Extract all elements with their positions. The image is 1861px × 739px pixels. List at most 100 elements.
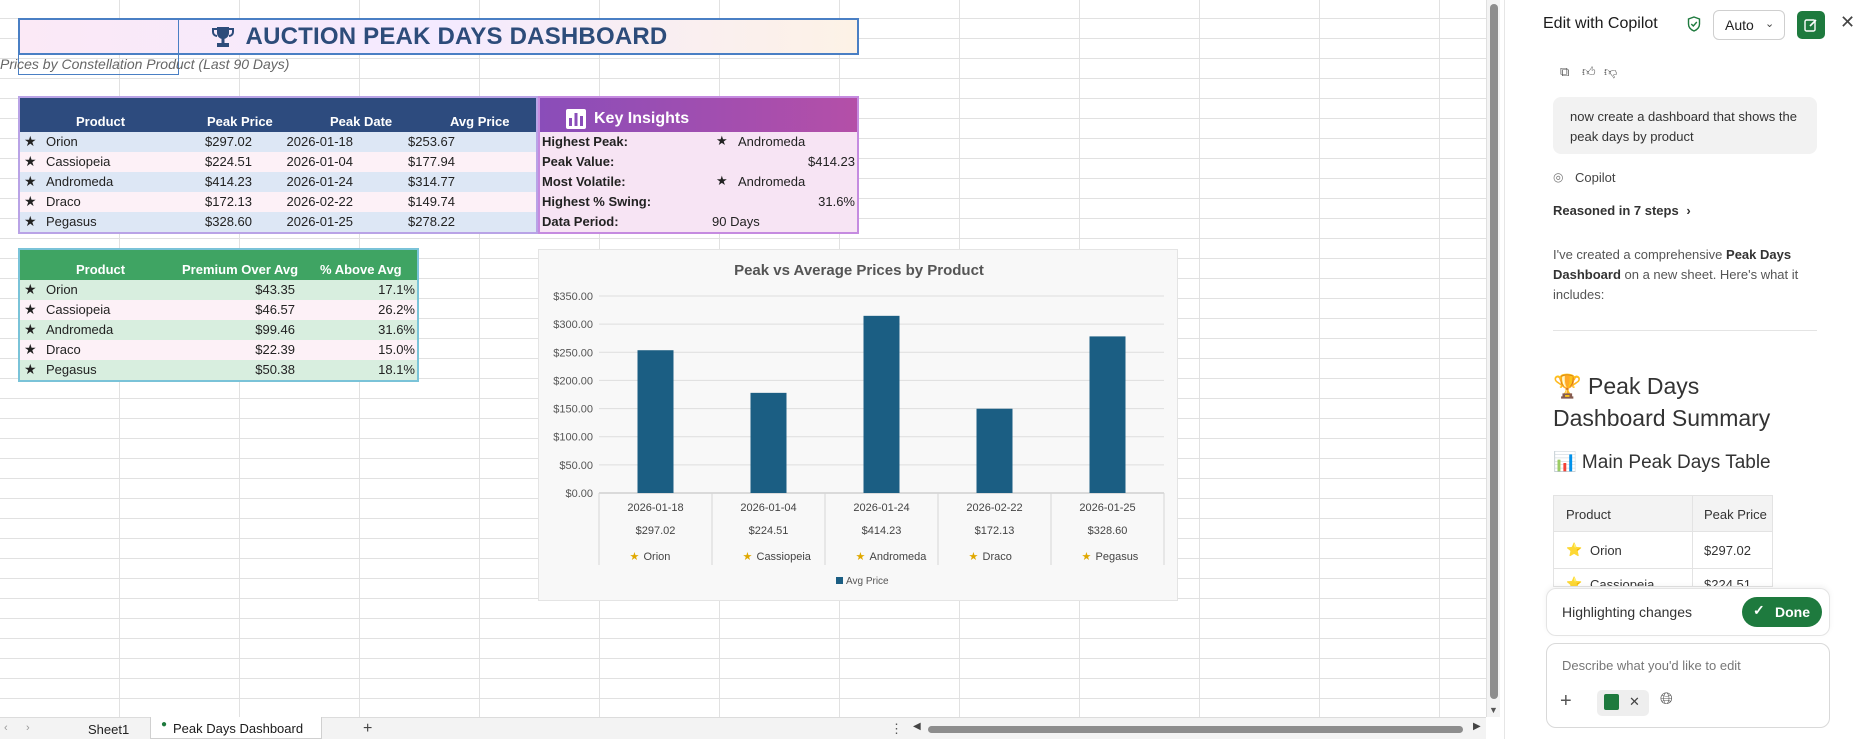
table-cell[interactable]: Draco xyxy=(46,194,81,209)
table-row[interactable]: ★ Draco $172.13 2026-02-22 $149.74 xyxy=(20,192,536,212)
intro-text-end: on a new sheet. Here's what it includes: xyxy=(1553,267,1799,302)
insight-row[interactable]: Data Period: 90 Days xyxy=(540,212,857,232)
dashboard-title-banner[interactable]: AUCTION PEAK DAYS DASHBOARD xyxy=(18,18,859,55)
insight-row[interactable]: Peak Value: $414.23 xyxy=(540,152,857,172)
thumbs-down-icon[interactable]: 👎︎ xyxy=(1604,64,1618,79)
table-cell[interactable]: Pegasus xyxy=(46,214,97,229)
new-edit-button[interactable] xyxy=(1797,11,1825,39)
tab-peak-days-dashboard[interactable]: ● Peak Days Dashboard xyxy=(150,717,322,739)
scroll-tabs-left-icon[interactable]: ‹ xyxy=(4,722,8,734)
insight-row[interactable]: Most Volatile: ★ Andromeda xyxy=(540,172,857,192)
key-insights-panel[interactable]: Key Insights Highest Peak: ★ Andromeda Peak… xyxy=(538,96,859,234)
table-cell[interactable]: $253.67 xyxy=(408,134,455,149)
table-cell[interactable]: $224.51 xyxy=(205,154,252,169)
table-cell[interactable]: $314.77 xyxy=(408,174,455,189)
table-cell[interactable]: 15.0% xyxy=(378,342,415,357)
done-button[interactable]: ✓ Done xyxy=(1742,597,1822,627)
table-cell[interactable]: Pegasus xyxy=(46,362,97,377)
vertical-scroll-thumb[interactable] xyxy=(1490,4,1498,699)
table-cell[interactable]: $414.23 xyxy=(205,174,252,189)
col-header-premium: Premium Over Avg xyxy=(182,262,299,277)
tab-sheet1[interactable]: Sheet1 xyxy=(88,722,130,737)
table-cell[interactable]: 18.1% xyxy=(378,362,415,377)
table-cell[interactable]: $177.94 xyxy=(408,154,455,169)
table-cell[interactable]: 17.1% xyxy=(378,282,415,297)
reasoned-steps-toggle[interactable]: Reasoned in 7 steps › xyxy=(1553,203,1691,218)
copilot-panel: Edit with Copilot Auto ⌄ ✕ ⧉ 👍︎ 👎︎ now c… xyxy=(1504,0,1861,739)
horizontal-scroll-thumb[interactable] xyxy=(928,726,1463,733)
bar[interactable] xyxy=(863,315,900,493)
bar[interactable] xyxy=(976,408,1013,493)
scroll-down-arrow-icon[interactable]: ▼ xyxy=(1489,705,1498,715)
x-tick-label-level3: Andromeda xyxy=(870,551,928,563)
insight-row[interactable]: Highest % Swing: 31.6% xyxy=(540,192,857,212)
close-icon[interactable]: ✕ xyxy=(1840,12,1856,32)
table-row[interactable]: ★ Draco $22.39 15.0% xyxy=(20,340,417,360)
table-row[interactable]: ★ Cassiopeia $224.51 2026-01-04 $177.94 xyxy=(20,152,536,172)
table-cell[interactable]: $278.22 xyxy=(408,214,455,229)
globe-icon[interactable]: 🌐︎ xyxy=(1660,691,1673,708)
add-sheet-button[interactable]: + xyxy=(363,720,373,737)
highlighting-bar: Highlighting changes ✓ Done xyxy=(1546,588,1830,636)
table-row[interactable]: ★ Pegasus $50.38 18.1% xyxy=(20,360,417,380)
table-cell[interactable]: Andromeda xyxy=(46,322,114,337)
table-cell[interactable]: $50.38 xyxy=(255,362,295,377)
star-icon: ★ xyxy=(630,550,640,563)
table-cell[interactable]: $297.02 xyxy=(205,134,252,149)
table-cell[interactable]: Draco xyxy=(46,342,81,357)
table-row[interactable]: ★ Orion $43.35 17.1% xyxy=(20,280,417,300)
copilot-logo-icon: ◎ xyxy=(1553,170,1564,184)
copy-icon[interactable]: ⧉ xyxy=(1560,64,1570,79)
table-cell[interactable]: $328.60 xyxy=(205,214,252,229)
context-chip[interactable]: ✕ xyxy=(1597,690,1649,716)
table-row[interactable]: ★ Cassiopeia $46.57 26.2% xyxy=(20,300,417,320)
table-cell[interactable]: 26.2% xyxy=(378,302,415,317)
table-row[interactable]: ★ Orion $297.02 2026-01-18 $253.67 xyxy=(20,132,536,152)
table-cell[interactable]: 31.6% xyxy=(378,322,415,337)
table-cell[interactable]: Cassiopeia xyxy=(46,302,111,317)
table-cell[interactable]: 2026-01-24 xyxy=(286,174,354,189)
table-cell[interactable]: $43.35 xyxy=(255,282,295,297)
table-cell[interactable]: Cassiopeia xyxy=(46,154,111,169)
thumbs-up-icon[interactable]: 👍︎ xyxy=(1582,64,1596,79)
table-cell[interactable]: $46.57 xyxy=(255,302,295,317)
insight-row[interactable]: Highest Peak: ★ Andromeda xyxy=(540,132,857,152)
star-icon: ★ xyxy=(24,281,37,297)
table-header: Product Premium Over Avg % Above Avg xyxy=(20,250,417,280)
mode-dropdown[interactable]: Auto ⌄ xyxy=(1713,10,1785,40)
active-tab-dot-icon: ● xyxy=(161,719,168,730)
scroll-left-arrow-icon[interactable]: ◀ xyxy=(913,721,921,732)
compose-icon xyxy=(1804,19,1817,32)
table-cell[interactable]: 2026-01-25 xyxy=(286,214,354,229)
table-cell[interactable]: 2026-01-04 xyxy=(286,154,354,169)
remove-context-icon[interactable]: ✕ xyxy=(1629,694,1640,709)
table-cell[interactable]: $149.74 xyxy=(408,194,455,209)
table-cell[interactable]: 2026-01-18 xyxy=(286,134,354,149)
bar[interactable] xyxy=(750,392,787,493)
spreadsheet-grid[interactable]: AUCTION PEAK DAYS DASHBOARD Prices by Co… xyxy=(0,0,1486,717)
table-header: Product Peak Price Peak Date Avg Price xyxy=(20,98,536,132)
vertical-scrollbar[interactable]: ▼ xyxy=(1486,0,1500,717)
table-row[interactable]: ★ Andromeda $99.46 31.6% xyxy=(20,320,417,340)
bar[interactable] xyxy=(637,350,674,493)
table-row[interactable]: ★ Pegasus $328.60 2026-01-25 $278.22 xyxy=(20,212,536,232)
scroll-right-arrow-icon[interactable]: ▶ xyxy=(1473,721,1481,732)
prompt-input[interactable]: Describe what you'd like to edit xyxy=(1562,658,1741,673)
prompt-composer[interactable]: Describe what you'd like to edit + ✕ 🌐︎ xyxy=(1546,643,1830,728)
insights-title: Key Insights xyxy=(594,110,690,127)
add-attachment-icon[interactable]: + xyxy=(1560,690,1572,712)
more-options-icon[interactable]: ⋮ xyxy=(890,721,903,736)
table-cell[interactable]: Orion xyxy=(46,134,78,149)
peak-days-table[interactable]: Product Peak Price Peak Date Avg Price ★… xyxy=(18,96,538,234)
table-cell[interactable]: $99.46 xyxy=(255,322,295,337)
bar[interactable] xyxy=(1089,336,1126,493)
table-cell[interactable]: Andromeda xyxy=(46,174,114,189)
table-cell[interactable]: 2026-02-22 xyxy=(286,194,354,209)
premium-table[interactable]: Product Premium Over Avg % Above Avg ★ Or… xyxy=(18,248,419,382)
table-cell[interactable]: $22.39 xyxy=(255,342,295,357)
table-row[interactable]: ★ Andromeda $414.23 2026-01-24 $314.77 xyxy=(20,172,536,192)
bar-chart[interactable]: Peak vs Average Prices by Product $0.00 $5… xyxy=(538,249,1178,601)
scroll-tabs-right-icon[interactable]: › xyxy=(26,722,30,734)
table-cell[interactable]: $172.13 xyxy=(205,194,252,209)
table-cell[interactable]: Orion xyxy=(46,282,78,297)
